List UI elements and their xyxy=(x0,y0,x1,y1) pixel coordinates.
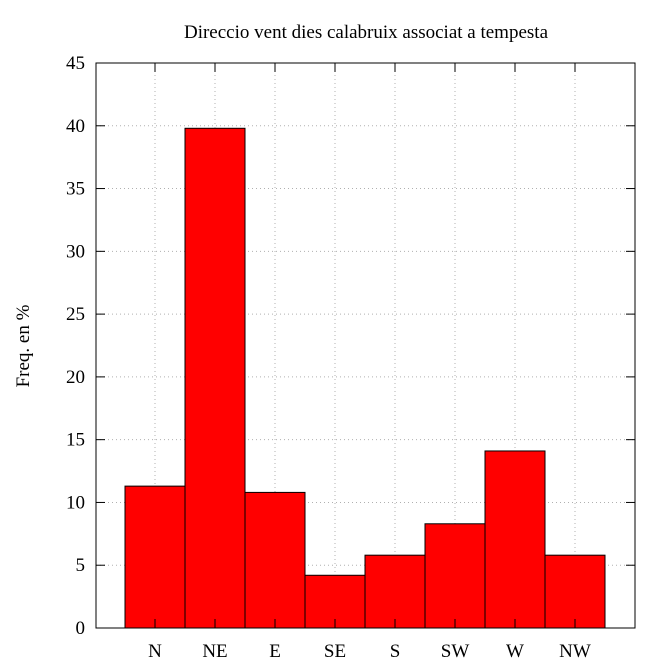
x-tick-label: NE xyxy=(202,641,227,662)
bar-e xyxy=(244,491,306,629)
y-tick-label: 5 xyxy=(76,555,86,576)
y-tick-label: 40 xyxy=(66,116,85,137)
y-tick-label: 45 xyxy=(66,53,85,74)
y-tick-label: 35 xyxy=(66,179,85,200)
bar-s xyxy=(364,554,426,629)
bar-nw xyxy=(544,554,606,629)
x-tick-label: SW xyxy=(441,641,470,662)
tick-labels: 0 5 10 15 20 25 30 35 40 45 N NE E SE S SW W NW xyxy=(66,53,591,662)
x-tick-label: E xyxy=(269,641,281,662)
y-tick-label: 20 xyxy=(66,367,85,388)
y-tick-label: 10 xyxy=(66,492,85,513)
bar-sw xyxy=(424,523,486,629)
bar-w xyxy=(484,450,546,629)
x-tick-label: S xyxy=(390,641,401,662)
y-axis-label: Freq. en % xyxy=(13,304,34,387)
x-tick-label: W xyxy=(506,641,524,662)
y-tick-label: 0 xyxy=(76,618,86,639)
bar-n xyxy=(124,485,186,629)
x-tick-label: SE xyxy=(324,641,346,662)
bars xyxy=(124,127,606,629)
x-tick-label: NW xyxy=(559,641,591,662)
y-tick-label: 25 xyxy=(66,304,85,325)
x-tick-label: N xyxy=(148,641,162,662)
plot-frame xyxy=(95,62,636,629)
y-tick-label: 15 xyxy=(66,430,85,451)
bar-ne xyxy=(184,127,246,629)
chart-title: Direccio vent dies calabruix associat a … xyxy=(184,22,549,43)
y-tick-label: 30 xyxy=(66,241,85,262)
